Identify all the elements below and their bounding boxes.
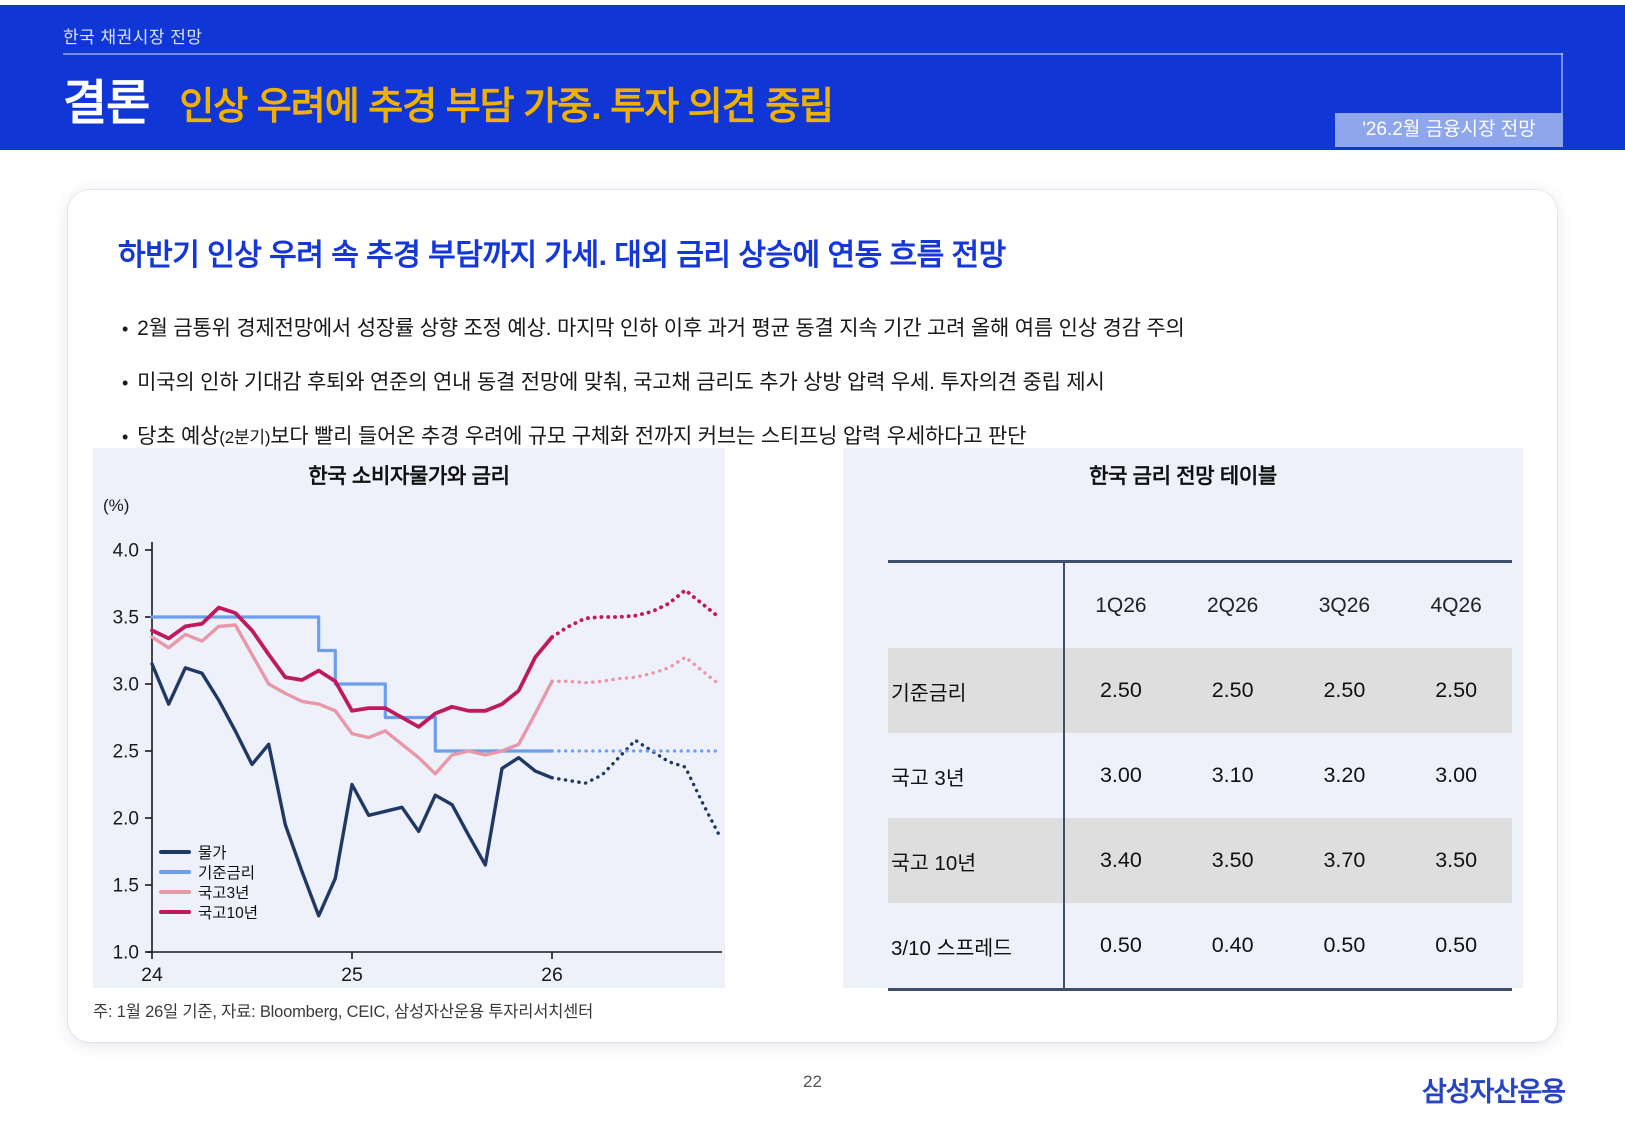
svg-text:1.5: 1.5 bbox=[113, 876, 139, 897]
bullet-dot: • bbox=[122, 427, 129, 447]
ktb3y-line-swatch bbox=[159, 890, 191, 894]
svg-text:25: 25 bbox=[341, 964, 363, 986]
svg-text:2.0: 2.0 bbox=[113, 809, 139, 830]
legend-item-ktb10y: 국고10년 bbox=[159, 902, 258, 922]
cpi-rates-chart: 4.0 3.5 3.0 2.5 2.0 1.5 1.024 25 26 bbox=[113, 541, 722, 986]
forecast-table: 1Q26 2Q26 3Q26 4Q26 기준금리 2.50 2.50 2.50 … bbox=[888, 560, 1512, 991]
column-header: 1Q26 bbox=[1095, 593, 1147, 617]
legend-item-base-rate: 기준금리 bbox=[159, 862, 258, 882]
page-number: 22 bbox=[803, 1072, 822, 1091]
table-cell: 3.50 bbox=[1176, 818, 1289, 903]
header-bar: 한국 채권시장 전망 결론 인상 우려에 추경 부담 가중. 투자 의견 중립 … bbox=[0, 5, 1625, 150]
table-cell: 2.50 bbox=[1176, 648, 1289, 733]
chart-legend: 물가 기준금리 국고3년 국고10년 bbox=[159, 842, 258, 922]
table-cell: 0.50 bbox=[1435, 933, 1478, 957]
svg-text:24: 24 bbox=[141, 964, 163, 986]
cpi-line-swatch bbox=[159, 850, 191, 854]
chart-panel: 4.0 3.5 3.0 2.5 2.0 1.5 1.0 24 25 26 한국 소비자물가와 금리… bbox=[93, 448, 725, 988]
ktb10y-line-swatch bbox=[159, 910, 191, 914]
bullet-dot: • bbox=[122, 319, 129, 339]
source-note: 주: 1월 26일 기준, 자료: Bloomberg, CEIC, 삼성자산운… bbox=[93, 1003, 594, 1021]
bullet-item: • 미국의 인하 기대감 후퇴와 연준의 연내 동결 전망에 맞춰, 국고채 금리… bbox=[122, 371, 1105, 394]
row-label-spread: 3/10 스프레드 bbox=[888, 903, 1065, 988]
bullet-item: • 당초 예상(2분기)보다 빨리 들어온 추경 우려에 규모 구체화 전까지 커… bbox=[122, 425, 1027, 448]
table-cell: 0.50 bbox=[1323, 933, 1366, 957]
edition-badge: '26.2월 금융시장 전망 bbox=[1335, 113, 1563, 147]
column-header: 3Q26 bbox=[1318, 593, 1371, 617]
table-cell: 3.40 bbox=[1065, 818, 1177, 903]
bullet-dot: • bbox=[122, 373, 129, 393]
legend-item-ktb3y: 국고3년 bbox=[159, 882, 258, 902]
chart-unit-label: (%) bbox=[103, 496, 130, 515]
company-logo: 삼성자산운용 bbox=[1421, 1077, 1566, 1107]
base-rate-line-swatch bbox=[159, 870, 191, 874]
row-label-base-rate: 기준금리 bbox=[888, 648, 1065, 733]
table-cell: 0.50 bbox=[1099, 933, 1142, 957]
legend-item-cpi: 물가 bbox=[159, 842, 258, 862]
table-title: 한국 금리 전망 테이블 bbox=[1089, 465, 1277, 488]
table-cell: 3.20 bbox=[1323, 763, 1366, 787]
table-cell: 3.10 bbox=[1211, 763, 1254, 787]
title-keyword: 결론 bbox=[63, 77, 150, 130]
svg-text:2.5: 2.5 bbox=[113, 742, 139, 763]
svg-text:26: 26 bbox=[541, 964, 563, 986]
bullet-list: • 2월 금통위 경제전망에서 성장률 상향 조정 예상. 마지막 인하 이후 과… bbox=[122, 312, 1482, 474]
row-label-ktb10y: 국고 10년 bbox=[888, 818, 1065, 903]
svg-text:3.5: 3.5 bbox=[113, 608, 139, 629]
section-title: 하반기 인상 우려 속 추경 부담까지 가세. 대외 금리 상승에 연동 흐름 … bbox=[118, 239, 1006, 272]
table-cell: 3.50 bbox=[1400, 818, 1512, 903]
table-cell: 2.50 bbox=[1400, 648, 1512, 733]
bullet-item: • 2월 금통위 경제전망에서 성장률 상향 조정 예상. 마지막 인하 이후 과… bbox=[122, 317, 1185, 340]
title-subtitle: 인상 우려에 추경 부담 가중. 투자 의견 중립 bbox=[179, 86, 834, 128]
page-title: 결론 인상 우려에 추경 부담 가중. 투자 의견 중립 bbox=[63, 63, 834, 133]
column-header: 4Q26 bbox=[1430, 593, 1482, 617]
svg-text:1.0: 1.0 bbox=[113, 943, 139, 964]
table-cell: 3.70 bbox=[1288, 818, 1401, 903]
table-corner-cell bbox=[888, 563, 1065, 648]
svg-text:3.0: 3.0 bbox=[113, 675, 139, 696]
chart-title: 한국 소비자물가와 금리 bbox=[308, 465, 510, 488]
column-header: 2Q26 bbox=[1206, 593, 1259, 617]
header-vline bbox=[1561, 53, 1563, 115]
table-cell: 2.50 bbox=[1065, 648, 1177, 733]
header-rule bbox=[63, 53, 1563, 55]
table-cell: 2.50 bbox=[1288, 648, 1401, 733]
header-eyebrow: 한국 채권시장 전망 bbox=[63, 28, 203, 47]
table-cell: 3.00 bbox=[1099, 763, 1142, 787]
table-cell: 3.00 bbox=[1435, 763, 1478, 787]
table-cell: 0.40 bbox=[1211, 933, 1254, 957]
row-label-ktb3y: 국고 3년 bbox=[888, 733, 1065, 818]
svg-text:4.0: 4.0 bbox=[113, 541, 139, 562]
forecast-table-panel: 한국 금리 전망 테이블 1Q26 2Q26 3Q26 4Q26 기준금리 2.… bbox=[843, 448, 1523, 991]
